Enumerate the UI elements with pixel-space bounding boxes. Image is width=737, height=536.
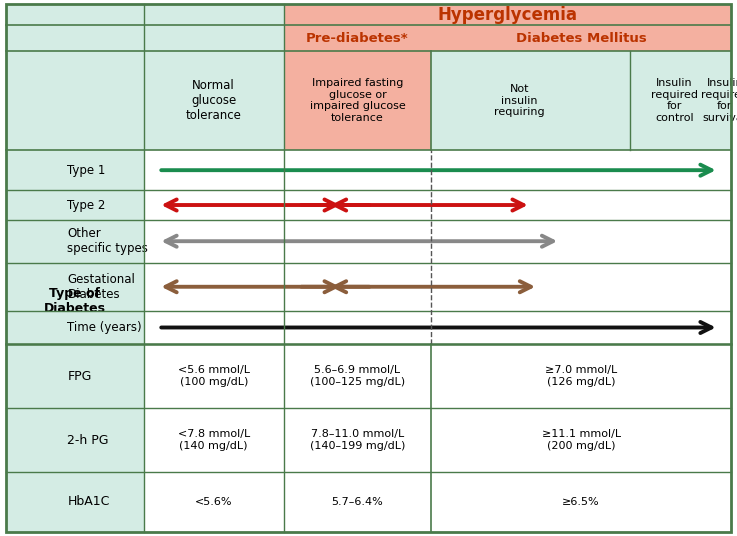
Bar — [6, 344, 144, 532]
Bar — [284, 51, 431, 150]
Bar — [6, 344, 731, 532]
Text: Insulin
required
for
survival: Insulin required for survival — [702, 78, 737, 123]
Bar — [431, 25, 731, 51]
Text: Hyperglycemia: Hyperglycemia — [438, 6, 577, 24]
Text: Type 2: Type 2 — [68, 198, 106, 212]
Text: <5.6%: <5.6% — [195, 497, 232, 507]
Text: Time (years): Time (years) — [68, 321, 142, 334]
Bar — [284, 150, 731, 532]
Text: <5.6 mmol/L
(100 mg/dL): <5.6 mmol/L (100 mg/dL) — [178, 366, 250, 387]
Text: 7.8–11.0 mmol/L
(140–199 mg/dL): 7.8–11.0 mmol/L (140–199 mg/dL) — [310, 429, 405, 451]
Text: Insulin
required
for
control: Insulin required for control — [651, 78, 698, 123]
Text: Impaired fasting
glucose or
impaired glucose
tolerance: Impaired fasting glucose or impaired glu… — [310, 78, 405, 123]
Text: Not
insulin
requiring: Not insulin requiring — [495, 84, 545, 117]
Bar — [284, 4, 731, 25]
Text: 5.6–6.9 mmol/L
(100–125 mg/dL): 5.6–6.9 mmol/L (100–125 mg/dL) — [310, 366, 405, 387]
Text: Other
specific types: Other specific types — [68, 227, 148, 255]
Text: Type 1: Type 1 — [68, 163, 106, 177]
Bar — [431, 51, 731, 150]
Bar — [6, 4, 284, 532]
Text: <7.8 mmol/L
(140 mg/dL): <7.8 mmol/L (140 mg/dL) — [178, 429, 250, 451]
Text: HbA1C: HbA1C — [68, 495, 110, 508]
Text: FPG: FPG — [68, 370, 92, 383]
Text: ≥7.0 mmol/L
(126 mg/dL): ≥7.0 mmol/L (126 mg/dL) — [545, 366, 618, 387]
Text: ≥11.1 mmol/L
(200 mg/dL): ≥11.1 mmol/L (200 mg/dL) — [542, 429, 621, 451]
Text: Normal
glucose
tolerance: Normal glucose tolerance — [186, 79, 242, 122]
Text: 2-h PG: 2-h PG — [68, 434, 109, 446]
Text: Diabetes Mellitus: Diabetes Mellitus — [516, 32, 646, 44]
Bar — [144, 150, 731, 344]
Text: 5.7–6.4%: 5.7–6.4% — [332, 497, 383, 507]
Bar — [284, 25, 431, 51]
Text: Gestational
Diabetes: Gestational Diabetes — [68, 273, 136, 301]
Text: Pre-diabetes*: Pre-diabetes* — [306, 32, 409, 44]
Text: ≥6.5%: ≥6.5% — [562, 497, 600, 507]
Text: Type of
Diabetes: Type of Diabetes — [43, 287, 106, 315]
